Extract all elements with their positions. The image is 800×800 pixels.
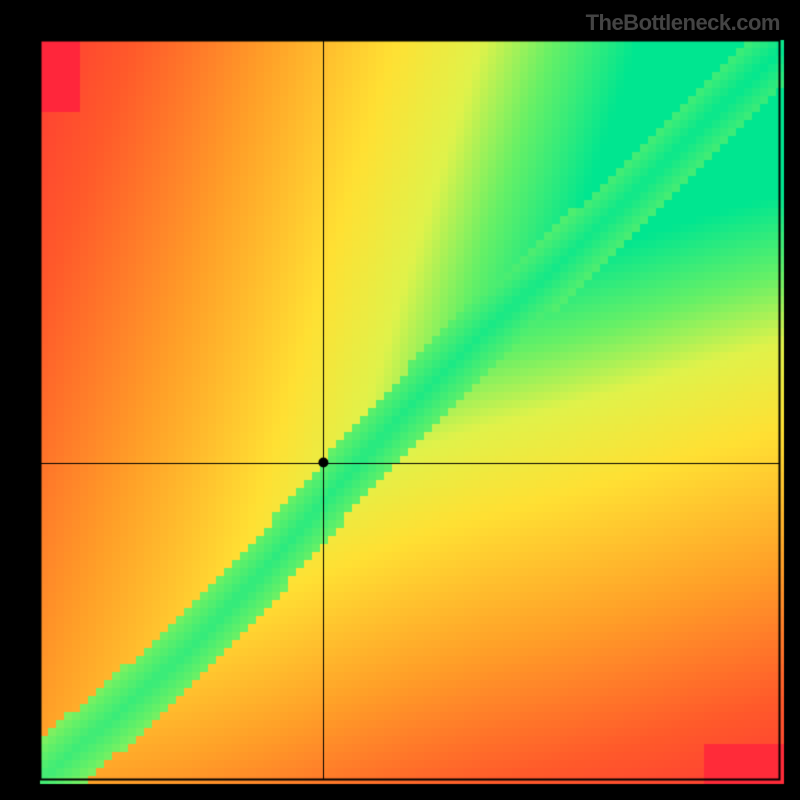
heatmap-canvas bbox=[0, 0, 800, 800]
watermark-text: TheBottleneck.com bbox=[586, 10, 780, 36]
bottleneck-chart: TheBottleneck.com bbox=[0, 0, 800, 800]
